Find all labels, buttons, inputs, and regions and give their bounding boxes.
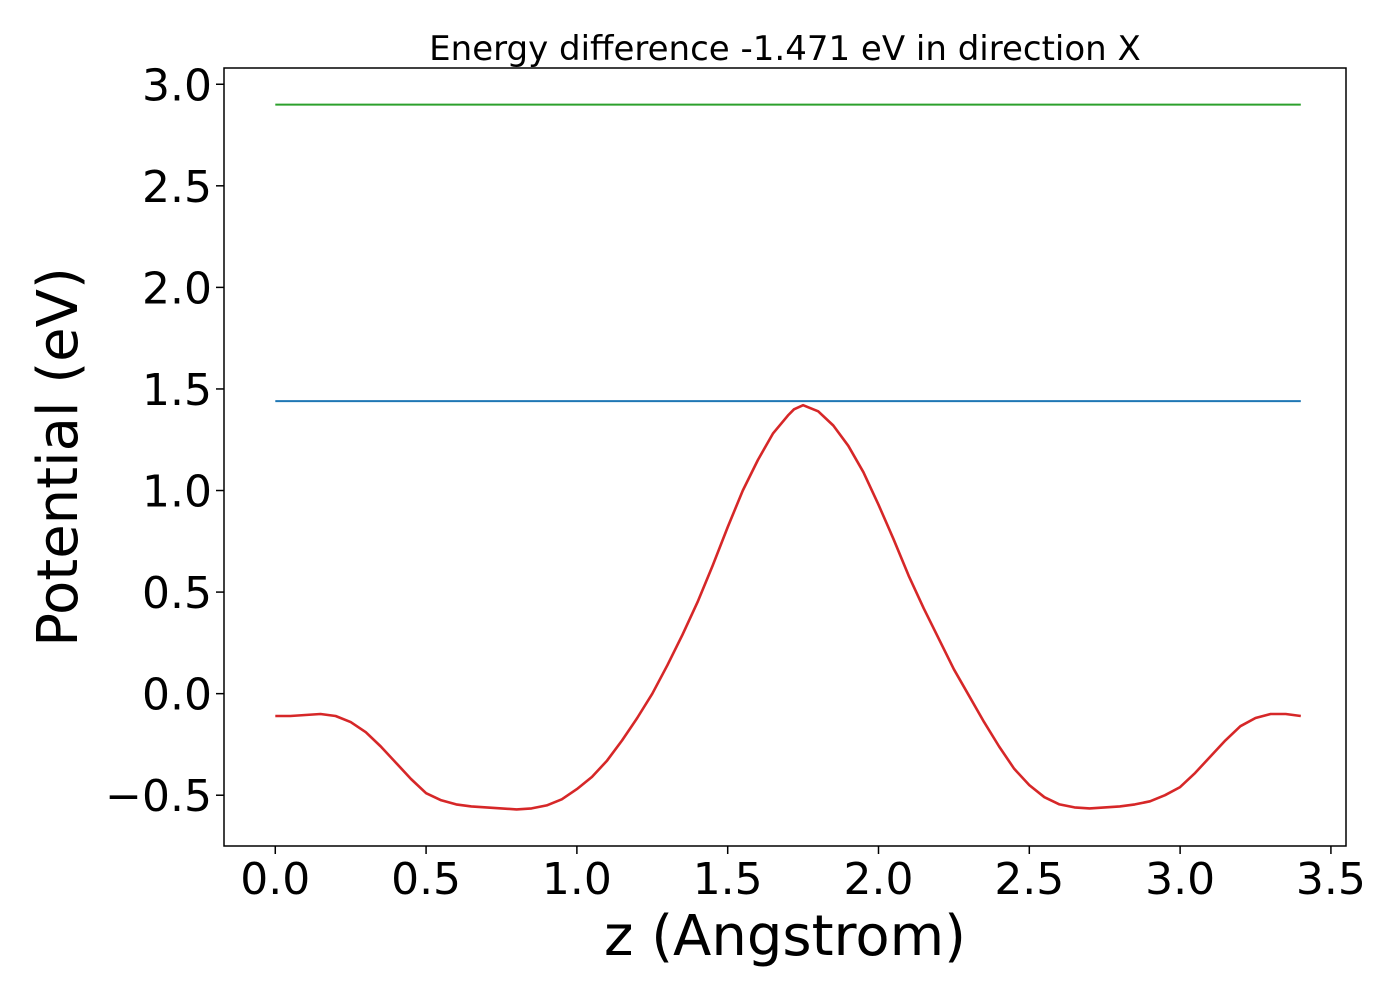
- x-tick-label: 0.0: [240, 854, 310, 905]
- x-tick-label: 3.0: [1145, 854, 1215, 905]
- series-layer: [275, 103, 1301, 811]
- y-tick-label: 1.5: [142, 365, 212, 416]
- x-tick-label: 1.5: [693, 854, 763, 905]
- x-tick-label: 3.5: [1296, 854, 1366, 905]
- y-tick-label: 3.0: [142, 60, 212, 111]
- x-tick-label: 2.5: [994, 854, 1064, 905]
- plot-area-frame: [223, 67, 1347, 847]
- y-tick-label: 0.5: [142, 568, 212, 619]
- x-tick-label: 0.5: [391, 854, 461, 905]
- x-tick-label: 1.0: [542, 854, 612, 905]
- y-tick-label: 2.0: [142, 263, 212, 314]
- y-tick-label: 0.0: [142, 670, 212, 721]
- x-tick-label: 2.0: [844, 854, 914, 905]
- y-axis-ticks: −0.5 0.0 0.5 1.0 1.5 2.0 2.5 3.0: [105, 60, 224, 822]
- y-tick-label: 1.0: [142, 467, 212, 518]
- y-tick-label: −0.5: [105, 771, 212, 822]
- x-axis-ticks: 0.0 0.5 1.0 1.5 2.0 2.5 3.0 3.5: [240, 846, 1366, 905]
- y-axis-label: Potential (eV): [26, 267, 91, 647]
- chart-title: Energy difference -1.471 eV in direction…: [429, 29, 1141, 69]
- series-line-3: [275, 403, 1301, 811]
- y-tick-label: 2.5: [142, 162, 212, 213]
- x-axis-label: z (Angstrom): [604, 904, 966, 969]
